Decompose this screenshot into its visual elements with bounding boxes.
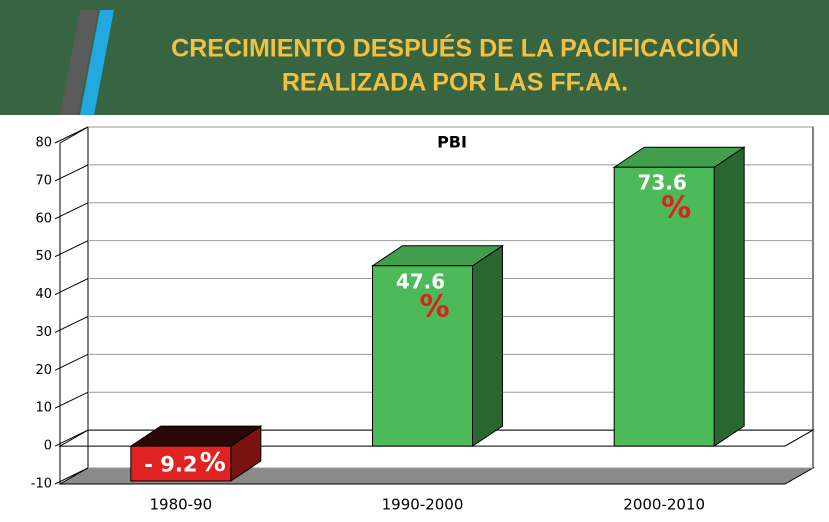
tick-mark <box>54 315 89 333</box>
tick-mark <box>54 467 89 485</box>
bar-side <box>472 244 503 448</box>
tick-mark <box>54 353 89 371</box>
chart-title: PBI <box>437 133 467 152</box>
x-tick-label: 2000-2010 <box>623 496 705 514</box>
header-title: REALIZADA POR LAS FF.AA. <box>282 69 628 97</box>
header-band <box>0 0 829 115</box>
value-label: 73.6 <box>637 171 686 195</box>
value-label: 47.6 <box>396 269 445 293</box>
y-tick-label: 0 <box>44 439 52 454</box>
value-unit: % <box>419 289 449 324</box>
x-tick-label: 1980-90 <box>149 496 212 514</box>
tick-mark <box>54 278 89 296</box>
value-label: - 9.2 <box>144 453 197 477</box>
chart: -10 0 10 20 30 40 50 60 70 80 PBI 1980-90 - 9.2 % 1990… <box>31 126 815 514</box>
stripe-blue <box>80 10 114 115</box>
bar <box>130 445 232 482</box>
header-title: CRECIMIENTO DESPUÉS DE LA PACIFICACIÓN <box>171 33 739 63</box>
y-tick-label: 40 <box>35 287 52 302</box>
zero-plane <box>58 429 815 447</box>
y-tick-label: -10 <box>31 477 52 492</box>
y-tick-label: 10 <box>35 401 52 416</box>
tick-mark <box>54 202 89 220</box>
y-tick-label: 30 <box>35 325 52 340</box>
y-tick-label: 50 <box>35 249 52 264</box>
value-unit: % <box>661 191 691 226</box>
bar-side <box>713 146 745 448</box>
bar <box>613 166 715 447</box>
y-tick-label: 20 <box>35 363 52 378</box>
value-unit: % <box>200 448 226 478</box>
y-tick-label: 60 <box>35 211 52 226</box>
x-tick-label: 1990-2000 <box>382 496 464 514</box>
y-tick-label: 70 <box>35 173 52 188</box>
tick-mark <box>54 126 89 144</box>
tick-mark <box>54 391 89 409</box>
tick-mark <box>54 240 89 258</box>
y-tick-label: 80 <box>35 136 52 151</box>
bar <box>372 265 473 447</box>
tick-mark <box>54 164 89 182</box>
stripe-gray <box>60 10 98 115</box>
